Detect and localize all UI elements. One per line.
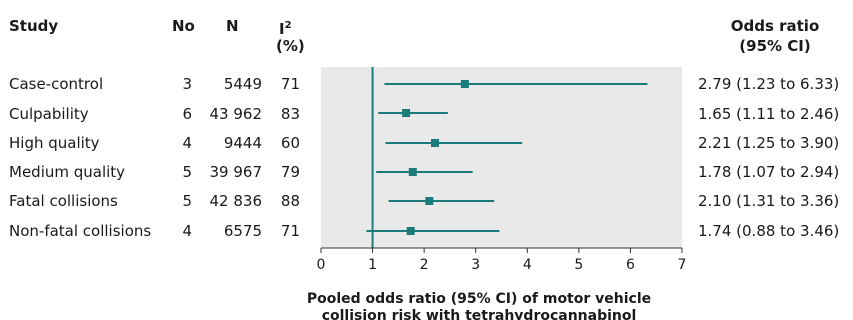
row-no: 6 (182, 105, 192, 123)
point-estimate (408, 168, 417, 176)
plot-panel (321, 67, 682, 248)
x-tick-label: 4 (523, 257, 532, 273)
row-i2: 88 (280, 192, 300, 210)
x-tick-label: 1 (368, 257, 377, 273)
row-n: 5449 (223, 75, 262, 93)
point-estimate (425, 197, 434, 205)
row-no: 5 (182, 192, 192, 210)
row-study: High quality (9, 134, 100, 152)
row-i2: 79 (280, 163, 300, 181)
row-odds-ratio: 1.74 (0.88 to 3.46) (698, 222, 840, 240)
row-odds-ratio: 2.21 (1.25 to 3.90) (698, 134, 840, 152)
point-estimate (460, 80, 469, 88)
row-study: Fatal collisions (9, 192, 118, 210)
row-no: 5 (182, 163, 192, 181)
header-odds-ratio: Odds ratio (730, 17, 820, 35)
row-odds-ratio: 1.65 (1.11 to 2.46) (698, 105, 840, 123)
row-odds-ratio: 2.79 (1.23 to 6.33) (698, 75, 840, 93)
header-i2-unit: (%) (276, 37, 305, 55)
row-n: 39 967 (209, 163, 263, 181)
header-i2-sup: 2 (284, 20, 292, 31)
x-tick-label: 2 (420, 257, 429, 273)
row-study: Non-fatal collisions (9, 222, 152, 240)
row-n: 43 962 (209, 105, 263, 123)
row-no: 4 (182, 222, 192, 240)
x-tick-label: 7 (678, 257, 687, 273)
row-i2: 60 (280, 134, 300, 152)
row-study: Medium quality (9, 163, 126, 181)
row-n: 6575 (223, 222, 262, 240)
row-no: 4 (182, 134, 192, 152)
header-n: N (226, 17, 239, 35)
point-estimate (406, 227, 415, 235)
row-i2: 71 (280, 222, 300, 240)
header-i2-main: I (279, 20, 285, 38)
header-ci: (95% CI) (739, 37, 811, 55)
row-odds-ratio: 2.10 (1.31 to 3.36) (698, 192, 840, 210)
row-study: Case-control (9, 75, 104, 93)
point-estimate (430, 139, 439, 147)
x-axis-title-line1: Pooled odds ratio (95% CI) of motor vehi… (307, 291, 651, 307)
header-i2: I2 (279, 16, 292, 39)
row-odds-ratio: 1.78 (1.07 to 2.94) (698, 163, 840, 181)
header-study: Study (9, 17, 59, 35)
x-axis-title-line2: collision risk with tetrahydrocannabinol (322, 308, 637, 320)
x-tick-label: 0 (317, 257, 326, 273)
ci-marks (366, 80, 648, 235)
row-n: 42 836 (209, 192, 263, 210)
x-tick-label: 3 (471, 257, 480, 273)
row-i2: 71 (280, 75, 300, 93)
point-estimate (402, 109, 411, 117)
row-no: 3 (182, 75, 192, 93)
row-i2: 83 (280, 105, 300, 123)
row-n: 9444 (223, 134, 262, 152)
x-axis-ticks: 0 1 2 3 4 5 6 7 (317, 248, 687, 273)
x-tick-label: 6 (626, 257, 635, 273)
x-tick-label: 5 (574, 257, 583, 273)
header-no: No (172, 17, 195, 35)
row-study: Culpability (9, 105, 89, 123)
